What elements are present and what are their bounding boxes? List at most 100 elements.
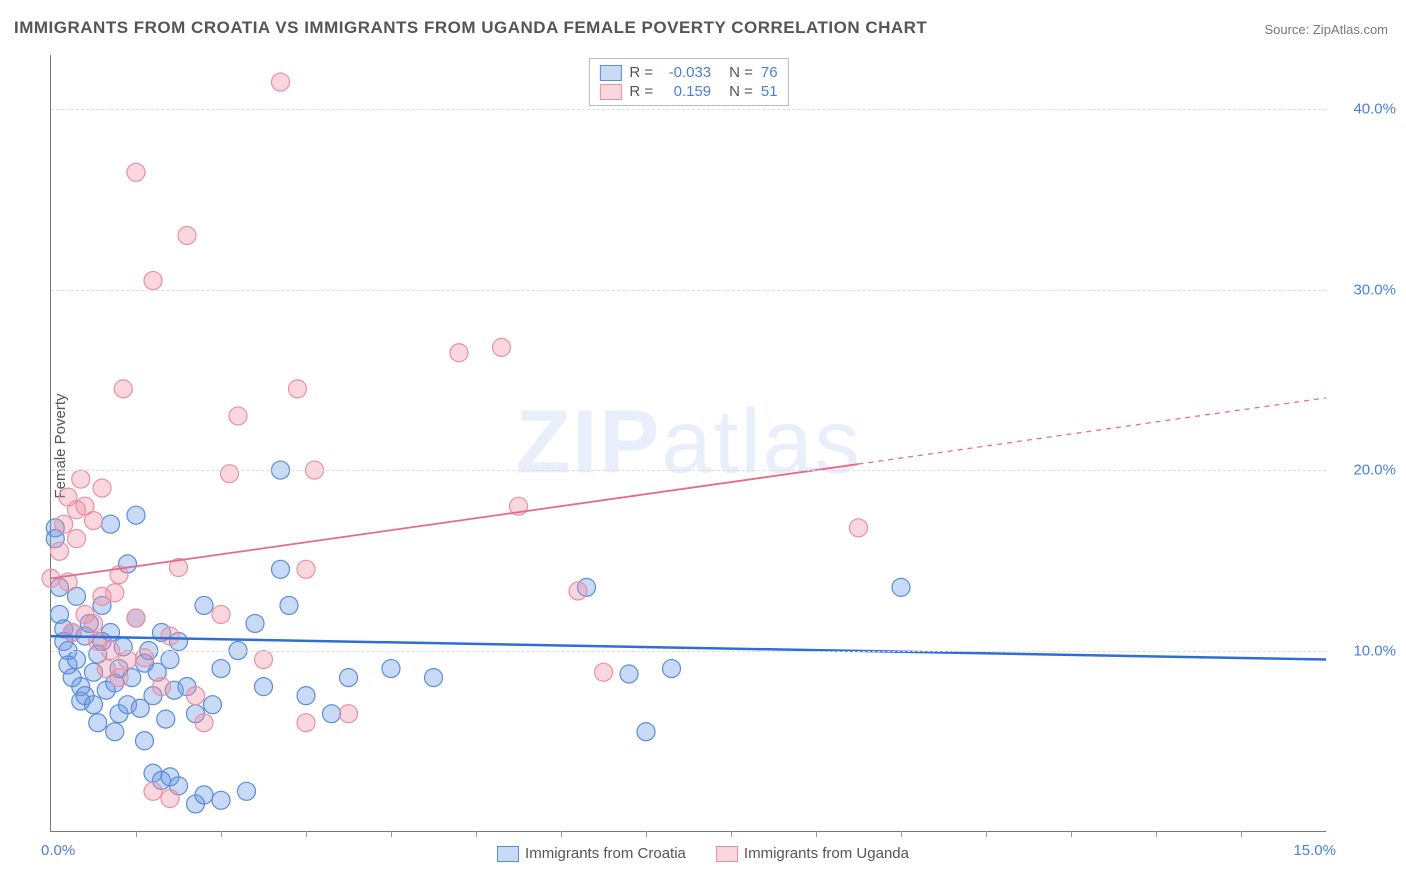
data-point xyxy=(195,714,213,732)
data-point xyxy=(425,669,443,687)
data-point xyxy=(323,705,341,723)
legend-row-croatia: R = -0.033 N = 76 xyxy=(599,63,777,82)
x-tick-mark xyxy=(136,831,137,837)
plot-svg xyxy=(51,55,1326,831)
data-point xyxy=(892,578,910,596)
data-point xyxy=(153,678,171,696)
r-value-croatia: -0.033 xyxy=(661,64,711,81)
data-point xyxy=(280,596,298,614)
data-point xyxy=(85,696,103,714)
data-point xyxy=(238,782,256,800)
n-value-croatia: 76 xyxy=(761,64,778,81)
data-point xyxy=(340,705,358,723)
r-label: R = xyxy=(629,83,653,100)
gridline xyxy=(51,470,1326,471)
data-point xyxy=(212,660,230,678)
r-label: R = xyxy=(629,64,653,81)
series-legend: Immigrants from Croatia Immigrants from … xyxy=(497,845,909,862)
data-point xyxy=(136,732,154,750)
x-tick-mark xyxy=(306,831,307,837)
data-point xyxy=(106,723,124,741)
x-tick-mark xyxy=(391,831,392,837)
swatch-uganda xyxy=(599,84,621,100)
gridline xyxy=(51,109,1326,110)
data-point xyxy=(289,380,307,398)
data-point xyxy=(161,627,179,645)
chart-title: IMMIGRANTS FROM CROATIA VS IMMIGRANTS FR… xyxy=(14,18,927,38)
data-point xyxy=(246,614,264,632)
data-point xyxy=(195,596,213,614)
swatch-uganda-icon xyxy=(716,846,738,862)
data-point xyxy=(119,651,137,669)
y-tick-label: 40.0% xyxy=(1353,101,1396,118)
data-point xyxy=(55,515,73,533)
y-tick-label: 30.0% xyxy=(1353,281,1396,298)
x-tick-mark xyxy=(986,831,987,837)
correlation-legend: R = -0.033 N = 76 R = 0.159 N = 51 xyxy=(588,58,788,106)
legend-label-uganda: Immigrants from Uganda xyxy=(744,845,909,862)
data-point xyxy=(187,687,205,705)
data-point xyxy=(93,479,111,497)
data-point xyxy=(595,663,613,681)
data-point xyxy=(340,669,358,687)
swatch-croatia-icon xyxy=(497,846,519,862)
data-point xyxy=(569,582,587,600)
n-value-uganda: 51 xyxy=(761,83,778,100)
data-point xyxy=(102,515,120,533)
data-point xyxy=(127,609,145,627)
n-label: N = xyxy=(729,64,753,81)
data-point xyxy=(212,605,230,623)
data-point xyxy=(89,714,107,732)
swatch-croatia xyxy=(599,65,621,81)
data-point xyxy=(68,651,86,669)
legend-item-uganda: Immigrants from Uganda xyxy=(716,845,909,862)
data-point xyxy=(106,584,124,602)
data-point xyxy=(493,338,511,356)
data-point xyxy=(297,687,315,705)
legend-row-uganda: R = 0.159 N = 51 xyxy=(599,82,777,101)
data-point xyxy=(63,623,81,641)
data-point xyxy=(272,560,290,578)
gridline xyxy=(51,290,1326,291)
x-tick-mark xyxy=(646,831,647,837)
data-point xyxy=(297,714,315,732)
data-point xyxy=(72,470,90,488)
data-point xyxy=(637,723,655,741)
x-tick-mark xyxy=(476,831,477,837)
data-point xyxy=(161,651,179,669)
x-tick-mark xyxy=(816,831,817,837)
data-point xyxy=(144,782,162,800)
x-axis-min-label: 0.0% xyxy=(41,842,75,859)
r-value-uganda: 0.159 xyxy=(661,83,711,100)
data-point xyxy=(620,665,638,683)
x-axis-max-label: 15.0% xyxy=(1293,842,1336,859)
x-tick-mark xyxy=(731,831,732,837)
data-point xyxy=(212,791,230,809)
data-point xyxy=(255,651,273,669)
x-tick-mark xyxy=(561,831,562,837)
data-point xyxy=(51,542,69,560)
data-point xyxy=(221,465,239,483)
y-tick-label: 10.0% xyxy=(1353,642,1396,659)
data-point xyxy=(204,696,222,714)
x-tick-mark xyxy=(1156,831,1157,837)
legend-label-croatia: Immigrants from Croatia xyxy=(525,845,686,862)
data-point xyxy=(127,506,145,524)
gridline xyxy=(51,651,1326,652)
data-point xyxy=(157,710,175,728)
legend-item-croatia: Immigrants from Croatia xyxy=(497,845,686,862)
data-point xyxy=(110,669,128,687)
data-point xyxy=(850,519,868,537)
data-point xyxy=(297,560,315,578)
n-label: N = xyxy=(729,83,753,100)
trend-line xyxy=(51,464,859,578)
x-tick-mark xyxy=(221,831,222,837)
data-point xyxy=(114,380,132,398)
data-point xyxy=(161,790,179,808)
source-attribution: Source: ZipAtlas.com xyxy=(1264,22,1388,37)
data-point xyxy=(68,530,86,548)
data-point xyxy=(272,73,290,91)
data-point xyxy=(255,678,273,696)
trend-line-extrapolated xyxy=(859,398,1327,464)
data-point xyxy=(663,660,681,678)
